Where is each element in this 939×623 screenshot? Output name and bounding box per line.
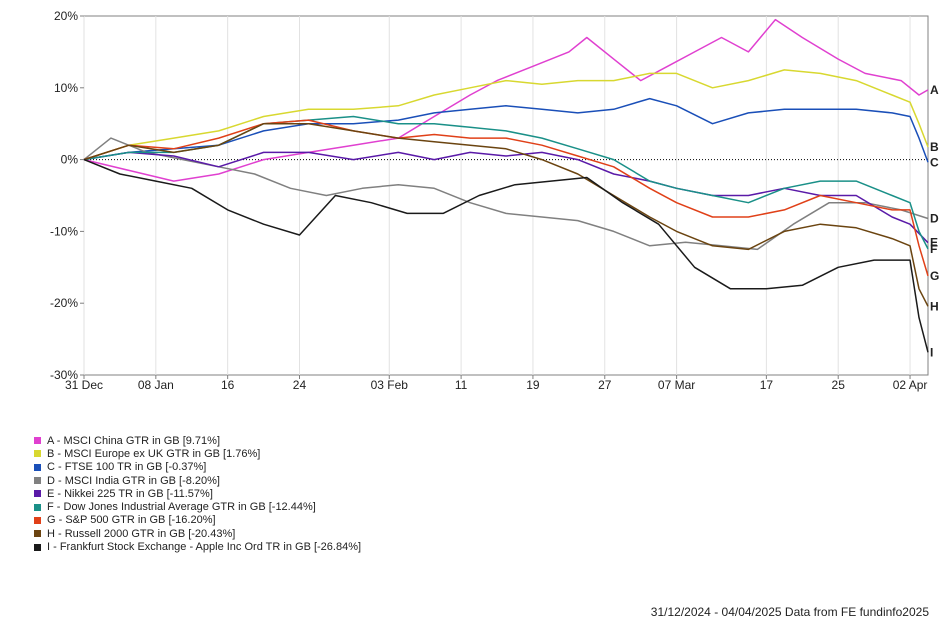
legend: A - MSCI China GTR in GB [9.71%] B - MSCI… xyxy=(34,434,361,554)
x-tick-label: 16 xyxy=(221,378,235,392)
series-line-h xyxy=(83,122,929,307)
series-line-i xyxy=(83,158,929,353)
end-label-c: C xyxy=(930,155,939,169)
legend-swatch xyxy=(34,450,41,458)
series-line-d xyxy=(83,137,929,251)
legend-label: D - MSCI India GTR in GB [-8.20%] xyxy=(47,474,220,487)
legend-item-c: C - FTSE 100 TR in GB [-0.37%] xyxy=(34,461,361,474)
x-tick-label: 31 Dec xyxy=(65,378,103,392)
end-label-h: H xyxy=(930,299,939,313)
y-tick-label: -30% xyxy=(50,368,78,382)
series-line-e xyxy=(83,151,929,244)
x-tick-label: 25 xyxy=(832,378,846,392)
x-tick-label: 17 xyxy=(760,378,774,392)
end-label-b: B xyxy=(930,140,939,154)
legend-swatch xyxy=(34,516,41,524)
legend-swatch xyxy=(34,503,41,511)
y-tick-label: 20% xyxy=(54,9,78,23)
legend-label: E - Nikkei 225 TR in GB [-11.57%] xyxy=(47,487,213,500)
series-line-a xyxy=(83,18,929,182)
y-tick-label: 0% xyxy=(61,153,79,167)
legend-swatch xyxy=(34,490,41,498)
x-tick-label: 02 Apr xyxy=(893,378,928,392)
legend-label: C - FTSE 100 TR in GB [-0.37%] xyxy=(47,461,207,474)
x-tick-label: 11 xyxy=(455,378,468,392)
end-label-i: I xyxy=(930,345,933,359)
end-label-f: F xyxy=(930,242,937,256)
legend-item-i: I - Frankfurt Stock Exchange - Apple Inc… xyxy=(34,540,361,553)
x-tick-label: 24 xyxy=(293,378,307,392)
series-line-c xyxy=(83,97,929,163)
source-footer: 31/12/2024 - 04/04/2025 Data from FE fun… xyxy=(650,605,929,619)
legend-label: I - Frankfurt Stock Exchange - Apple Inc… xyxy=(47,541,362,554)
line-chart: 20% 10% 0% -10% -20% -30% 31 Dec 08 Jan 16 24 03 … xyxy=(50,9,939,392)
series-line-g xyxy=(83,119,929,277)
legend-swatch xyxy=(34,437,41,445)
x-tick-label: 03 Feb xyxy=(371,378,409,392)
legend-item-h: H - Russell 2000 GTR in GB [-20.43%] xyxy=(34,527,361,540)
x-tick-label: 19 xyxy=(526,378,540,392)
series-line-b xyxy=(83,69,929,161)
legend-swatch xyxy=(34,530,41,538)
legend-swatch xyxy=(34,543,41,551)
legend-item-a: A - MSCI China GTR in GB [9.71%] xyxy=(34,434,361,447)
legend-label: B - MSCI Europe ex UK GTR in GB [1.76%] xyxy=(47,447,261,460)
end-label-e: E xyxy=(930,236,938,250)
x-tick-label: 08 Jan xyxy=(138,378,174,392)
series-line-f xyxy=(83,115,929,250)
y-tick-label: -10% xyxy=(50,224,78,238)
end-label-a: A xyxy=(930,83,939,97)
y-tick-label: 10% xyxy=(54,81,78,95)
x-tick-label: 07 Mar xyxy=(658,378,695,392)
legend-item-g: G - S&P 500 GTR in GB [-16.20%] xyxy=(34,514,361,527)
legend-label: F - Dow Jones Industrial Average GTR in … xyxy=(47,501,316,514)
legend-item-b: B - MSCI Europe ex UK GTR in GB [1.76%] xyxy=(34,447,361,460)
legend-item-d: D - MSCI India GTR in GB [-8.20%] xyxy=(34,474,361,487)
legend-swatch xyxy=(34,477,41,485)
legend-item-f: F - Dow Jones Industrial Average GTR in … xyxy=(34,500,361,513)
legend-label: A - MSCI China GTR in GB [9.71%] xyxy=(47,434,221,447)
legend-label: H - Russell 2000 GTR in GB [-20.43%] xyxy=(47,527,236,540)
x-tick-label: 27 xyxy=(598,378,612,392)
end-label-d: D xyxy=(930,211,939,225)
plot-area xyxy=(83,15,929,376)
y-tick-label: -20% xyxy=(50,296,78,310)
legend-swatch xyxy=(34,463,41,471)
legend-label: G - S&P 500 GTR in GB [-16.20%] xyxy=(47,514,216,527)
end-label-g: G xyxy=(930,269,939,283)
legend-item-e: E - Nikkei 225 TR in GB [-11.57%] xyxy=(34,487,361,500)
